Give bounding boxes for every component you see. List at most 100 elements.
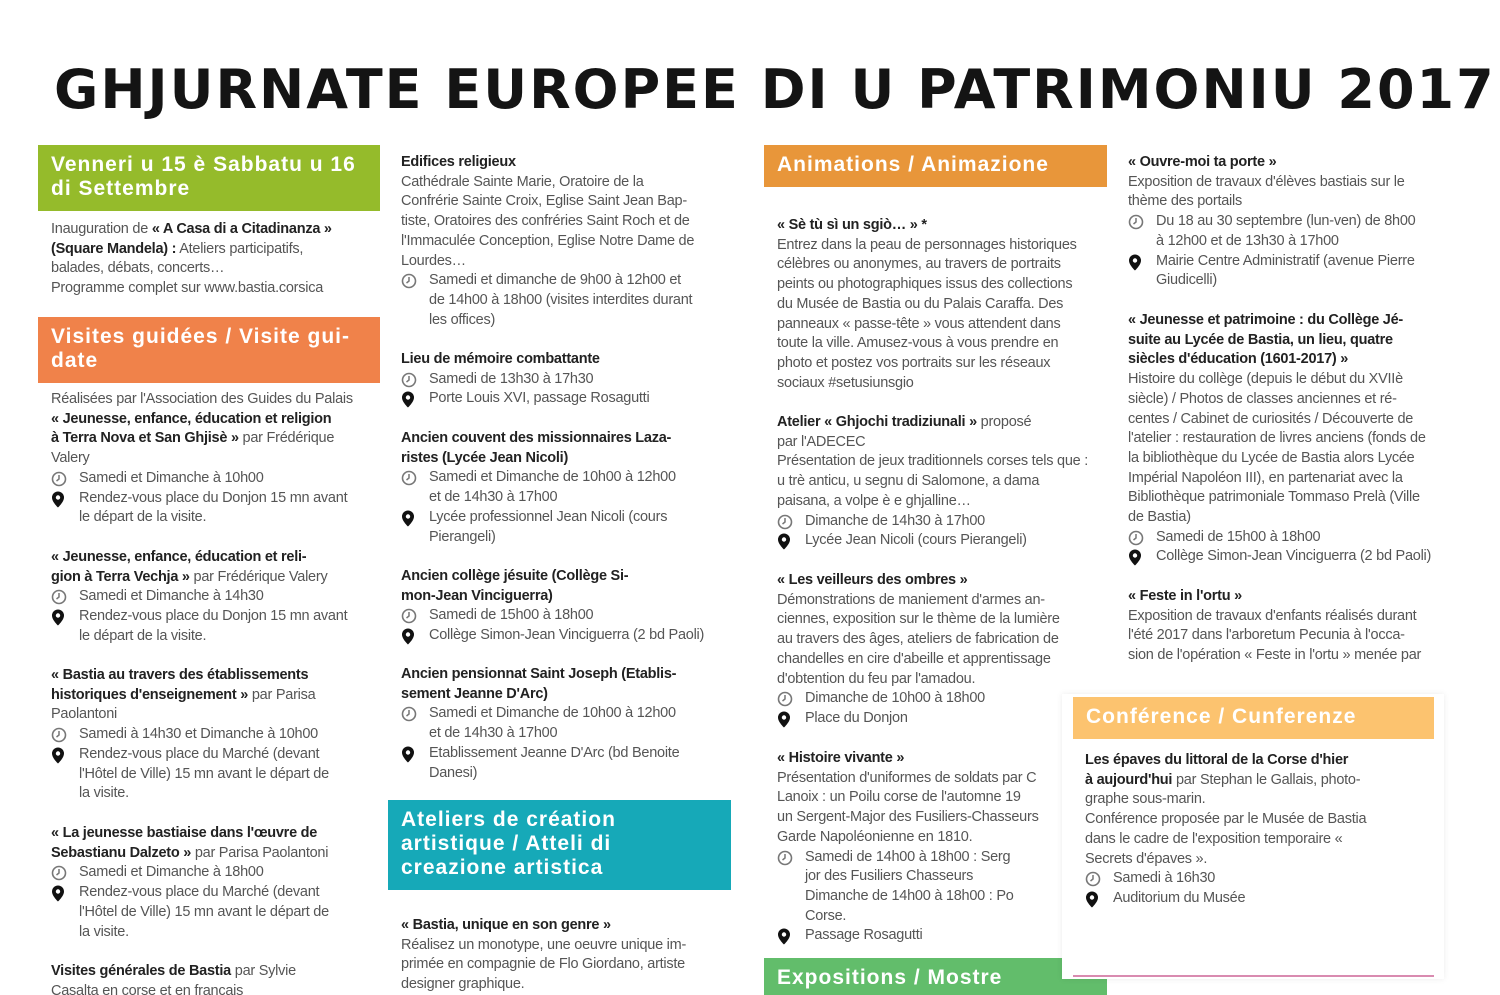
event-item: Réalisées par l'Association des Guides d…: [38, 390, 380, 528]
place-row: Etablissement Jeanne D'Arc (bd Benoite D…: [401, 744, 731, 783]
column-2: Edifices religieux Cathédrale Sainte Mar…: [388, 0, 731, 995]
schedule-text: Samedi à 14h30 et Dimanche à 10h00: [79, 726, 318, 743]
place-row: Rendez-vous place du Donjon 15 mn avant …: [51, 489, 380, 528]
location-text: Lycée Jean Nicoli (cours Pierangeli): [805, 532, 1027, 549]
event-item: Inauguration de « A Casa di a Citadinanz…: [38, 220, 380, 299]
map-pin-icon: [402, 391, 414, 408]
event-item: « Histoire vivante » Présentation d'unif…: [764, 749, 1107, 946]
item-title: « Feste in l'ortu »: [1128, 588, 1242, 604]
time-row: Samedi et Dimanche de 10h00 à 12h00 et d…: [401, 704, 731, 743]
item-text: « Jeunesse et patrimoine : du Collège Jé…: [1128, 311, 1460, 528]
clock-icon: [401, 372, 417, 388]
map-pin-icon: [778, 928, 790, 945]
event-item: « Ouvre-moi ta porte » Exposition de tra…: [1115, 153, 1460, 291]
clock-icon: [1128, 530, 1144, 546]
map-pin-icon: [52, 609, 64, 626]
map-pin-icon: [52, 885, 64, 902]
item-title: « Jeunesse, enfance, éducation et religi…: [51, 410, 332, 447]
schedule-text: Samedi de 15h00 à 18h00: [1156, 528, 1321, 545]
location-text: Rendez-vous place du Donjon 15 mn avant …: [79, 608, 348, 644]
map-pin-icon: [402, 510, 414, 527]
event-item: « La jeunesse bastiaise dans l'œuvre de …: [38, 824, 380, 942]
item-title: Visites générales de Bastia: [51, 963, 231, 979]
location-text: Rendez-vous place du Marché (devant l'Hô…: [79, 745, 329, 802]
item-text: Ancien pensionnat Saint Joseph (Etablis-…: [401, 665, 731, 704]
place-row: Collège Simon-Jean Vinciguerra (2 bd Pao…: [1128, 547, 1460, 567]
item-title: « A Casa di a Citadinanza » (Square Mand…: [51, 221, 332, 257]
divider: [1073, 975, 1434, 977]
clock-icon: [51, 590, 67, 605]
section-header: Animations / Animazione: [764, 145, 1107, 187]
clock-icon: [51, 727, 67, 743]
event-item: « Bastia, unique en son genre » Réalisez…: [388, 916, 731, 995]
schedule-text: Samedi et Dimanche à 10h00: [79, 469, 264, 486]
clock-icon: [401, 273, 417, 289]
event-item: Ancien pensionnat Saint Joseph (Etablis-…: [388, 665, 731, 783]
item-description: par Frédérique Valery: [189, 568, 328, 585]
schedule-text: Samedi et Dimanche de 10h00 à 12h00 et d…: [429, 469, 676, 506]
time-row: Samedi de 14h00 à 18h00 : Serg jor des F…: [777, 848, 1107, 927]
item-text: « Ouvre-moi ta porte » Exposition de tra…: [1128, 153, 1460, 212]
item-text: « Les veilleurs des ombres » Démonstrati…: [777, 571, 1107, 689]
map-pin-icon: [1086, 891, 1098, 908]
place-row: Auditorium du Musée: [1085, 889, 1444, 909]
item-description: par Parisa Paolantoni: [191, 844, 329, 861]
item-title: Edifices religieux: [401, 154, 516, 170]
location-text: Collège Simon-Jean Vinciguerra (2 bd Pao…: [429, 627, 705, 644]
item-text: « Bastia, unique en son genre » Réalisez…: [401, 916, 731, 995]
section-header: Conférence / Cunferenze: [1073, 697, 1434, 739]
event-item: Ancien collège jésuite (Collège Si- mon-…: [388, 567, 731, 646]
clock-icon: [777, 691, 793, 707]
time-row: Dimanche de 14h30 à 17h00: [777, 512, 1107, 532]
location-text: Rendez-vous place du Donjon 15 mn avant …: [79, 489, 348, 526]
place-row: Lycée professionnel Jean Nicoli (cours P…: [401, 508, 731, 547]
location-text: Auditorium du Musée: [1113, 889, 1246, 906]
item-title: Ancien couvent des missionnaires Laza- r…: [401, 430, 672, 466]
event-item: Edifices religieux Cathédrale Sainte Mar…: [388, 153, 731, 330]
item-description: Démonstrations de maniement d'armes an- …: [777, 591, 1060, 687]
item-title: Lieu de mémoire combattante: [401, 351, 600, 367]
event-item: Ancien couvent des missionnaires Laza- r…: [388, 429, 731, 547]
place-row: Rendez-vous place du Donjon 15 mn avant …: [51, 607, 380, 646]
map-pin-icon: [778, 711, 790, 728]
item-text: Lieu de mémoire combattante: [401, 350, 731, 370]
item-title: « Bastia au travers des établissements h…: [51, 667, 309, 703]
event-item: « Sè tù sì un sgiò… » * Entrez dans la p…: [764, 216, 1107, 393]
section-header: Venneri u 15 è Sabbatu u 16 di Settembre: [38, 145, 380, 211]
time-row: Samedi et Dimanche à 10h00: [51, 469, 380, 489]
clock-icon: [51, 471, 67, 487]
item-description: proposé par l'ADECEC Présentation de jeu…: [777, 414, 1089, 509]
item-description: Ateliers participatifs, balades, débats,…: [51, 240, 324, 297]
item-title: Ancien pensionnat Saint Joseph (Etablis-…: [401, 666, 677, 702]
item-title: Atelier « Ghjochi tradiziunali »: [777, 414, 977, 430]
place-row: Rendez-vous place du Marché (devant l'Hô…: [51, 883, 380, 942]
time-row: Samedi et Dimanche de 10h00 à 12h00 et d…: [401, 468, 731, 507]
schedule-text: Samedi et dimanche de 9h00 à 12h00 et de…: [429, 272, 693, 328]
clock-icon: [401, 609, 417, 624]
location-text: Passage Rosagutti: [805, 927, 923, 944]
item-title: « Jeunesse et patrimoine : du Collège Jé…: [1128, 312, 1403, 368]
schedule-text: Samedi et Dimanche à 14h30: [79, 588, 264, 605]
column-1: Venneri u 15 è Sabbatu u 16 di Settembre…: [38, 0, 380, 995]
item-description: Exposition de travaux d'élèves bastiais …: [1128, 173, 1405, 210]
conference-box: Conférence / Cunferenze Les épaves du lit…: [1062, 694, 1444, 979]
time-row: Samedi et Dimanche à 18h00: [51, 863, 380, 883]
item-text: « Histoire vivante » Présentation d'unif…: [777, 749, 1107, 848]
section-header: Expositions / Mostre: [764, 958, 1107, 995]
item-text: Les épaves du littoral de la Corse d'hie…: [1085, 751, 1444, 869]
location-text: Porte Louis XVI, passage Rosagutti: [429, 390, 650, 407]
item-text: Atelier « Ghjochi tradiziunali » proposé…: [777, 413, 1107, 512]
place-row: Mairie Centre Administratif (avenue Pier…: [1128, 252, 1460, 291]
item-description: Inauguration de: [51, 221, 152, 237]
map-pin-icon: [52, 747, 64, 764]
section-header: Ateliers de création artistique / Atteli…: [388, 800, 731, 890]
event-item: « Jeunesse et patrimoine : du Collège Jé…: [1115, 311, 1460, 567]
event-item: « Feste in l'ortu » Exposition de travau…: [1115, 587, 1460, 666]
schedule-text: Samedi et Dimanche à 18h00: [79, 864, 264, 881]
item-text: « Jeunesse, enfance, éducation et reli- …: [51, 548, 380, 587]
item-text: Ancien collège jésuite (Collège Si- mon-…: [401, 567, 731, 606]
column-4: « Ouvre-moi ta porte » Exposition de tra…: [1115, 0, 1460, 995]
page-title: GHJURNATE EUROPEE DI U PATRIMONIU 2017: [54, 58, 1496, 121]
schedule-text: Samedi de 14h00 à 18h00 : Serg jor des F…: [805, 848, 1014, 924]
schedule-text: Samedi de 15h00 à 18h00: [429, 607, 594, 624]
